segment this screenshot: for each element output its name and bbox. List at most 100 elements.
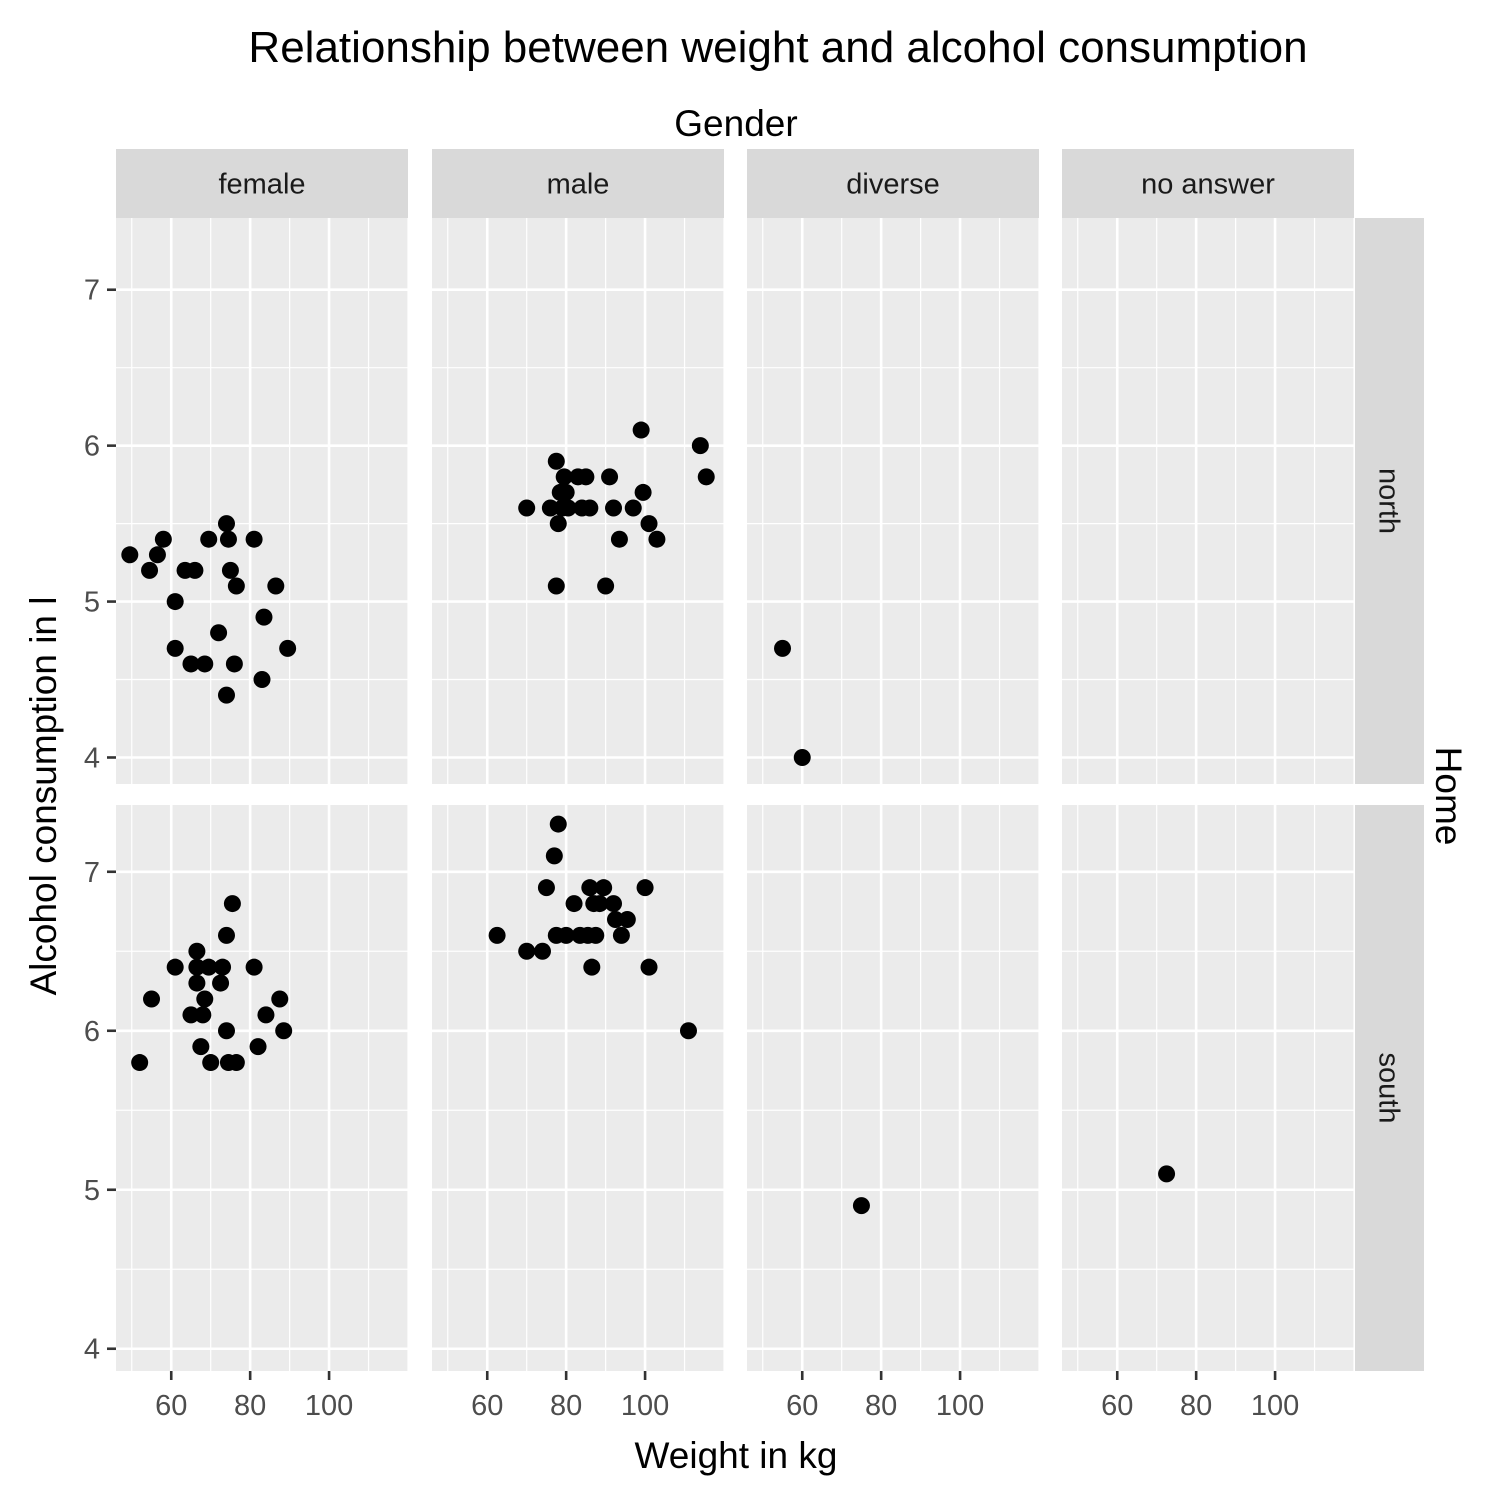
x-tick-label: 60: [155, 1390, 187, 1422]
data-point: [141, 561, 159, 579]
data-point: [549, 815, 567, 833]
y-tick-label: 4: [84, 742, 100, 774]
data-point: [559, 499, 577, 517]
data-point: [636, 879, 654, 897]
panel-background: [747, 805, 1039, 1371]
panel-no-answer-south: 60 80 100: [1062, 805, 1355, 1422]
data-point: [275, 1022, 293, 1040]
data-point: [214, 958, 232, 976]
data-point: [595, 879, 613, 897]
data-point: [583, 958, 601, 976]
data-point: [227, 1054, 245, 1072]
x-tick-label: 100: [305, 1390, 353, 1422]
data-point: [610, 530, 628, 548]
data-point: [257, 1006, 275, 1024]
panel-no-answer-north: [1062, 218, 1355, 784]
panel-diverse-south: 60 80 100: [747, 805, 1040, 1422]
data-point: [121, 546, 139, 564]
data-point: [253, 671, 271, 689]
panels-layer: female male diverse no answer north south 4 5 6 7…: [84, 149, 1424, 1422]
data-point: [210, 624, 228, 642]
data-point: [188, 942, 206, 960]
data-point: [557, 926, 575, 944]
data-point: [612, 926, 630, 944]
column-strip-no-answer: [1062, 149, 1354, 218]
y-tick-label: 4: [84, 1334, 100, 1366]
column-strip-label-male: male: [547, 169, 610, 201]
data-point: [547, 452, 565, 470]
data-point: [166, 593, 184, 611]
panel-background: [432, 805, 724, 1371]
data-point: [634, 483, 652, 501]
y-tick-label: 6: [84, 1016, 100, 1048]
column-strip-label-diverse: diverse: [846, 169, 940, 201]
column-strip-label-female: female: [218, 169, 305, 201]
data-point: [148, 546, 166, 564]
data-point: [577, 468, 595, 486]
data-point: [518, 942, 536, 960]
y-axis-title: Alcohol consumption in l: [23, 597, 64, 996]
data-point: [640, 958, 658, 976]
data-point: [555, 468, 573, 486]
y-tick-label: 7: [84, 857, 100, 889]
data-point: [597, 577, 615, 595]
data-point: [601, 468, 619, 486]
data-point: [547, 577, 565, 595]
data-point: [1158, 1165, 1176, 1183]
row-strip-north: [1355, 218, 1424, 784]
x-tick-label: 80: [1180, 1390, 1212, 1422]
data-point: [648, 530, 666, 548]
data-point: [545, 847, 563, 865]
data-point: [632, 421, 650, 439]
column-strip-label-no-answer: no answer: [1141, 169, 1275, 201]
data-point: [541, 499, 559, 517]
x-tick-label: 100: [936, 1390, 984, 1422]
data-point: [679, 1022, 697, 1040]
data-point: [166, 639, 184, 657]
data-point: [166, 958, 184, 976]
data-point: [249, 1038, 267, 1056]
data-point: [691, 437, 709, 455]
data-point: [217, 515, 235, 533]
data-point: [182, 1006, 200, 1024]
data-point: [549, 515, 567, 533]
panel-female-south: 4 5 6 7 60 80 100: [84, 805, 409, 1422]
data-point: [131, 1054, 149, 1072]
panel-background: [747, 218, 1039, 784]
panel-background: [1062, 805, 1354, 1371]
data-point: [227, 577, 245, 595]
data-point: [217, 1022, 235, 1040]
panel-background: [116, 805, 408, 1371]
data-point: [217, 926, 235, 944]
chart-title: Relationship between weight and alcohol …: [248, 23, 1307, 72]
column-strip-male: [432, 149, 724, 218]
x-tick-label: 100: [1251, 1390, 1299, 1422]
panel-background: [116, 218, 408, 784]
data-point: [154, 530, 172, 548]
data-point: [186, 561, 204, 579]
data-point: [182, 655, 200, 673]
data-point: [606, 910, 624, 928]
y-tick-label: 5: [84, 1175, 100, 1207]
data-point: [605, 895, 623, 913]
data-point: [624, 499, 642, 517]
data-point: [587, 926, 605, 944]
y-tick-label: 5: [84, 587, 100, 619]
data-point: [591, 895, 609, 913]
data-point: [223, 895, 241, 913]
data-point: [219, 530, 237, 548]
panel-diverse-north: [747, 218, 1040, 784]
data-point: [192, 1038, 210, 1056]
row-strip-label-south: south: [1373, 1053, 1405, 1124]
data-point: [202, 1054, 220, 1072]
panel-male-north: [432, 218, 725, 784]
data-point: [217, 686, 235, 704]
data-point: [196, 990, 214, 1008]
y-tick-label: 7: [84, 275, 100, 307]
x-axis-title: Weight in kg: [635, 1435, 838, 1476]
x-tick-label: 60: [471, 1390, 503, 1422]
data-point: [194, 1006, 212, 1024]
column-strip-female: [116, 149, 408, 218]
